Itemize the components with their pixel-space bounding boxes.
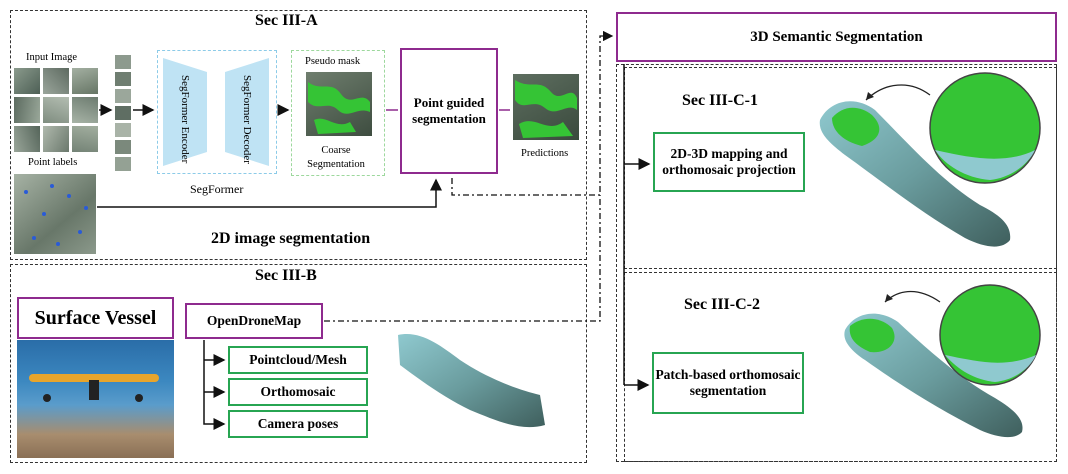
pseudo-mask-box xyxy=(291,50,385,176)
tile xyxy=(43,68,69,94)
tile xyxy=(43,97,69,123)
coarse-label: Coarse Segmentation xyxy=(307,145,365,170)
sec-a-title: Sec III-A xyxy=(255,12,318,29)
odm-box: OpenDroneMap xyxy=(185,303,323,339)
tile xyxy=(14,97,40,123)
input-image-label: Input Image xyxy=(26,52,78,63)
camera-poses-box: Camera poses xyxy=(228,410,368,438)
patch xyxy=(115,123,131,137)
tile xyxy=(72,126,98,152)
input-image-grid xyxy=(14,68,98,152)
tile xyxy=(72,68,98,94)
point-guided-box: Point guided segmentation xyxy=(400,48,498,174)
patch-column xyxy=(115,55,131,175)
c2-patch-box: Patch-based orthomosaic segmentation xyxy=(652,352,804,414)
sec-a-caption: 2D image segmentation xyxy=(211,230,371,247)
segformer-label: SegFormer xyxy=(190,182,244,196)
point-labels-label: Point labels xyxy=(28,157,78,168)
pointcloud-mesh-box: Pointcloud/Mesh xyxy=(228,346,368,374)
tile xyxy=(72,97,98,123)
tile xyxy=(14,126,40,152)
tile xyxy=(14,68,40,94)
surface-vessel-box: Surface Vessel xyxy=(17,297,174,339)
sec-c1-title: Sec III-C-1 xyxy=(682,92,758,109)
patch xyxy=(115,140,131,154)
patch xyxy=(115,72,131,86)
predictions-label: Predictions xyxy=(521,148,569,159)
patch xyxy=(115,89,131,103)
tile xyxy=(43,126,69,152)
point-markers xyxy=(24,184,88,246)
sec-a-panel xyxy=(10,10,587,260)
patch xyxy=(115,106,131,120)
segformer-box xyxy=(157,50,277,174)
point-labels-image xyxy=(14,174,96,254)
orthomosaic-box: Orthomosaic xyxy=(228,378,368,406)
pseudo-mask-image xyxy=(306,72,372,136)
vessel-shape xyxy=(29,374,159,402)
patch xyxy=(115,55,131,69)
surface-vessel-photo xyxy=(17,340,174,458)
predictions-image xyxy=(513,74,579,140)
pseudo-mask-label: Pseudo mask xyxy=(305,56,361,67)
sec-b-panel xyxy=(10,264,587,463)
c1-mapping-box: 2D-3D mapping and orthomosaic projection xyxy=(653,132,805,192)
patch xyxy=(115,157,131,171)
sec-c2-title: Sec III-C-2 xyxy=(684,296,760,313)
sec-b-title: Sec III-B xyxy=(255,267,317,284)
semantic-seg-header: 3D Semantic Segmentation xyxy=(616,12,1057,62)
